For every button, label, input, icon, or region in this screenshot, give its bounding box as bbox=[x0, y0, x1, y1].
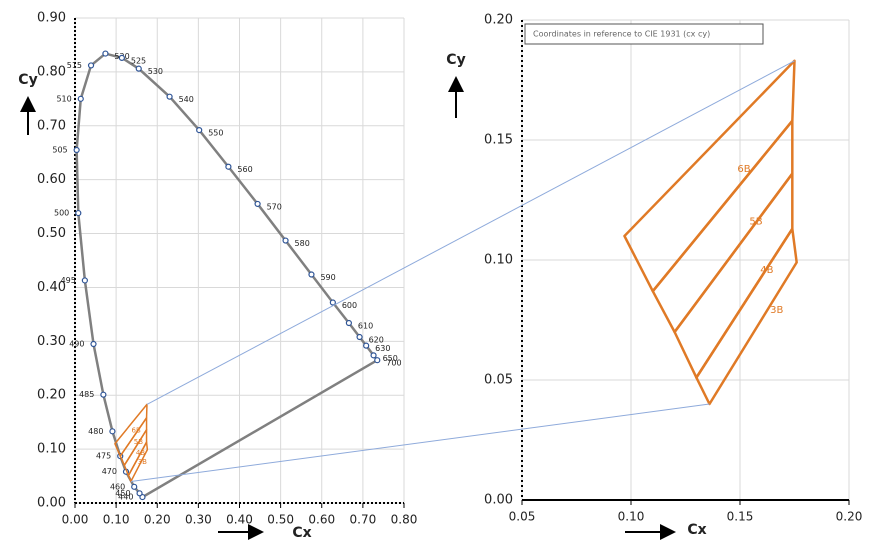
point bbox=[196, 126, 203, 134]
point bbox=[109, 428, 116, 435]
point bbox=[225, 163, 232, 170]
y-tick-label: 0.80 bbox=[37, 64, 66, 79]
wavelength-label: 530 bbox=[148, 67, 163, 76]
x-axis-label: Cx bbox=[292, 525, 311, 541]
note-box bbox=[524, 23, 764, 45]
point bbox=[374, 357, 381, 364]
point bbox=[77, 95, 84, 102]
wavelength-label: 500 bbox=[54, 209, 69, 218]
point bbox=[370, 352, 377, 359]
x-tick-label: 0.60 bbox=[308, 513, 335, 527]
wavelength-label: 525 bbox=[131, 56, 146, 65]
connector bbox=[146, 60, 795, 405]
region-label: 4B bbox=[760, 265, 773, 276]
region-label: 3B bbox=[770, 305, 783, 316]
wavelength-label: 470 bbox=[102, 467, 117, 476]
y-tick-label: 0.10 bbox=[484, 253, 513, 268]
x-axis-label: Cx bbox=[687, 522, 706, 538]
x-tick-label: 0.40 bbox=[226, 513, 253, 527]
y-tick-label: 0.40 bbox=[37, 280, 66, 295]
wavelength-label: 550 bbox=[208, 129, 223, 138]
wavelength-label: 560 bbox=[237, 165, 252, 174]
wavelength-label: 485 bbox=[79, 390, 94, 399]
wavelength-label: 600 bbox=[342, 301, 357, 310]
point bbox=[87, 62, 95, 69]
point bbox=[81, 277, 88, 284]
y-tick-label: 0.00 bbox=[484, 493, 513, 508]
point bbox=[75, 209, 82, 217]
wavelength-label: 580 bbox=[295, 239, 310, 248]
point bbox=[118, 54, 125, 61]
y-tick-label: 0.20 bbox=[484, 13, 513, 28]
y-tick-label: 0.05 bbox=[484, 373, 513, 388]
region bbox=[695, 227, 798, 406]
point bbox=[136, 490, 143, 497]
y-axis-label: Cy bbox=[18, 72, 37, 88]
wavelength-label: 450 bbox=[115, 489, 130, 498]
wavelength-label: 475 bbox=[96, 452, 111, 461]
y-tick-label: 0.50 bbox=[37, 226, 66, 241]
x-tick-label: 0.20 bbox=[836, 510, 863, 524]
point bbox=[73, 146, 80, 154]
x-tick-label: 0.10 bbox=[618, 510, 645, 524]
y-tick-label: 0.00 bbox=[37, 496, 66, 511]
point bbox=[363, 342, 370, 349]
y-tick-label: 0.10 bbox=[37, 442, 66, 457]
point bbox=[356, 333, 363, 341]
note: Coordinates in reference to CIE 1931 (cx… bbox=[533, 30, 710, 39]
point bbox=[345, 319, 352, 327]
wavelength-label: 630 bbox=[375, 344, 390, 353]
wavelength-label: 610 bbox=[358, 322, 373, 331]
wavelength-label: 490 bbox=[69, 340, 84, 349]
x-tick-label: 0.80 bbox=[391, 513, 418, 527]
wavelength-label: 515 bbox=[67, 61, 82, 70]
point bbox=[131, 483, 138, 490]
wavelength-label: 570 bbox=[267, 202, 282, 211]
x-tick-label: 0.10 bbox=[103, 513, 130, 527]
y-tick-label: 0.20 bbox=[37, 388, 66, 403]
x-tick-label: 0.15 bbox=[727, 510, 754, 524]
x-tick-label: 0.00 bbox=[62, 513, 89, 527]
wavelength-label: 480 bbox=[88, 427, 103, 436]
y-tick-label: 0.60 bbox=[37, 172, 66, 187]
x-tick-label: 0.30 bbox=[185, 513, 212, 527]
y-tick-label: 0.30 bbox=[37, 334, 66, 349]
x-tick-label: 0.20 bbox=[144, 513, 171, 527]
y-tick-label: 0.15 bbox=[484, 133, 513, 148]
point bbox=[102, 50, 109, 57]
wavelength-label: 495 bbox=[61, 276, 76, 285]
wavelength-label: 700 bbox=[386, 359, 401, 368]
point bbox=[282, 237, 289, 244]
y-axis-label: Cy bbox=[446, 52, 465, 68]
point bbox=[90, 340, 97, 348]
region bbox=[651, 119, 794, 334]
point bbox=[308, 271, 315, 278]
point bbox=[329, 299, 336, 306]
wavelength-label: 650 bbox=[383, 354, 398, 363]
wavelength-label: 540 bbox=[179, 95, 194, 104]
y-tick-label: 0.90 bbox=[37, 11, 66, 26]
point bbox=[254, 200, 261, 208]
region-label: 6B bbox=[132, 427, 141, 435]
wavelength-label: 590 bbox=[320, 273, 335, 282]
point bbox=[135, 65, 142, 72]
region-label: 6B bbox=[737, 164, 750, 175]
wavelength-label: 505 bbox=[52, 146, 67, 155]
connector bbox=[130, 403, 710, 482]
region bbox=[623, 59, 796, 293]
wavelength-label: 440 bbox=[118, 493, 133, 502]
wavelength-label: 460 bbox=[110, 482, 125, 491]
region-label: 3B bbox=[138, 458, 147, 466]
wavelength-label: 620 bbox=[369, 336, 384, 345]
x-tick-label: 0.05 bbox=[509, 510, 536, 524]
x-tick-label: 0.50 bbox=[267, 513, 294, 527]
point bbox=[100, 391, 107, 398]
wavelength-label: 510 bbox=[56, 94, 71, 103]
y-tick-label: 0.70 bbox=[37, 118, 66, 133]
x-tick-label: 0.70 bbox=[350, 513, 377, 527]
point bbox=[166, 93, 173, 100]
region bbox=[673, 172, 794, 379]
